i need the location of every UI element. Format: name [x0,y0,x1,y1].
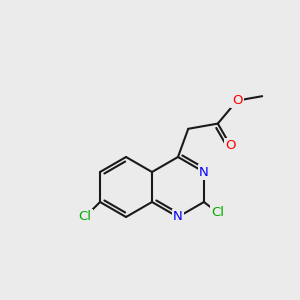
Text: O: O [232,94,242,107]
Text: N: N [173,211,183,224]
Text: N: N [199,166,209,178]
Text: Cl: Cl [79,211,92,224]
Text: Cl: Cl [211,206,224,219]
Text: O: O [225,139,236,152]
